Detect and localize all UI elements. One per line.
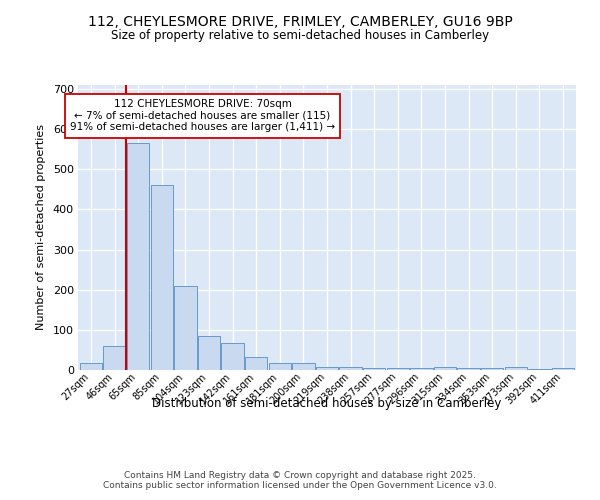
Bar [386, 368, 409, 370]
Bar [245, 357, 268, 370]
Bar [103, 346, 126, 370]
Bar [457, 368, 480, 370]
Bar [127, 143, 149, 370]
Text: Contains HM Land Registry data © Crown copyright and database right 2025.
Contai: Contains HM Land Registry data © Crown c… [103, 470, 497, 490]
Bar [316, 367, 338, 370]
Bar [292, 363, 314, 370]
Bar [174, 286, 197, 370]
Bar [410, 368, 433, 370]
Text: 112, CHEYLESMORE DRIVE, FRIMLEY, CAMBERLEY, GU16 9BP: 112, CHEYLESMORE DRIVE, FRIMLEY, CAMBERL… [88, 16, 512, 30]
Bar [552, 368, 574, 370]
Bar [528, 369, 551, 370]
Text: 112 CHEYLESMORE DRIVE: 70sqm
← 7% of semi-detached houses are smaller (115)
91% : 112 CHEYLESMORE DRIVE: 70sqm ← 7% of sem… [70, 99, 335, 132]
Bar [198, 336, 220, 370]
Text: Distribution of semi-detached houses by size in Camberley: Distribution of semi-detached houses by … [152, 398, 502, 410]
Bar [80, 363, 102, 370]
Bar [363, 368, 385, 370]
Bar [505, 367, 527, 370]
Bar [269, 363, 291, 370]
Text: Size of property relative to semi-detached houses in Camberley: Size of property relative to semi-detach… [111, 28, 489, 42]
Bar [481, 368, 503, 370]
Bar [221, 343, 244, 370]
Y-axis label: Number of semi-detached properties: Number of semi-detached properties [36, 124, 46, 330]
Bar [340, 367, 362, 370]
Bar [434, 367, 456, 370]
Bar [151, 186, 173, 370]
